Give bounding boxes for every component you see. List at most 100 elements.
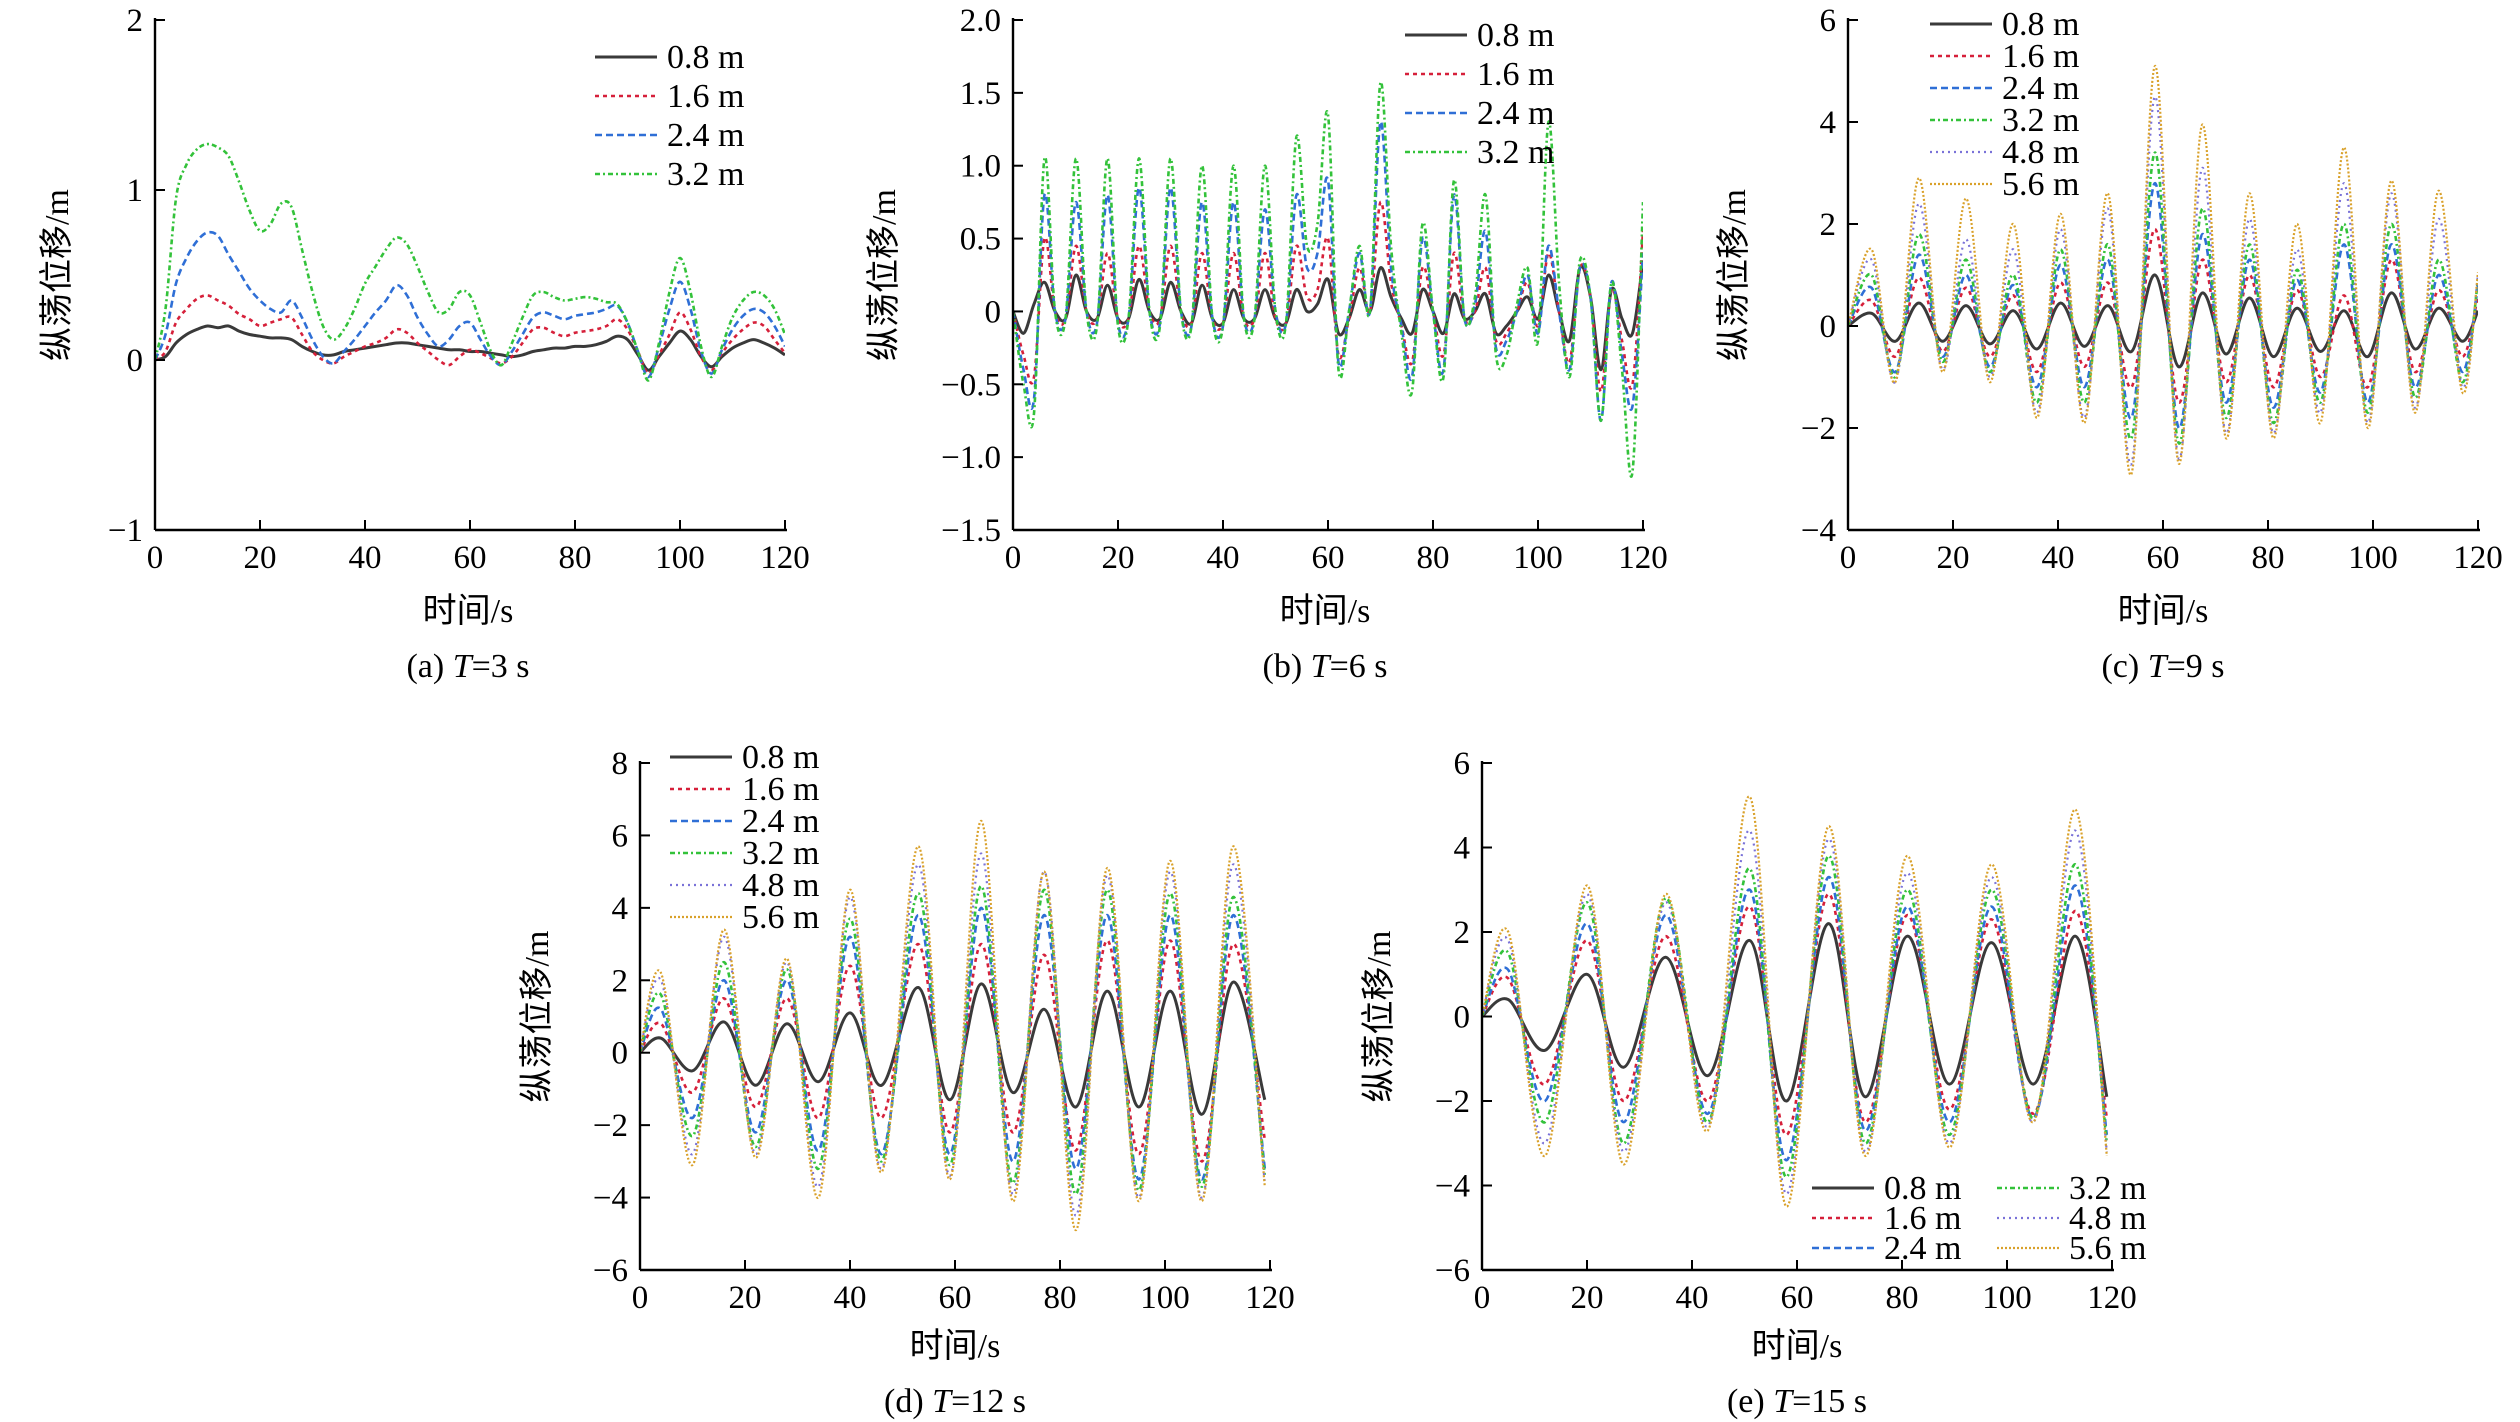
legend-label: 3.2 m [2069,1170,2146,1207]
x-tick-label: 80 [1044,1280,1077,1316]
x-tick-label: 0 [1474,1280,1491,1316]
legend-label: 1.6 m [1477,56,1554,93]
x-tick-label: 80 [559,540,592,576]
series-line-5.6m [1848,64,2478,476]
y-tick-label: 1.5 [960,76,1001,112]
y-tick-label: 4 [1820,105,1837,141]
x-tick-label: 60 [939,1280,972,1316]
legend-label: 3.2 m [2002,102,2079,139]
y-tick-label: 0 [1454,1000,1471,1036]
chart-panel-c: 0 20 40 60 80 100 120 −4 −2 0 2 4 6 时间/s 纵荡位移/m (c) T=9… [1715,3,2503,685]
x-tick-label: 100 [1513,540,1563,576]
x-tick-label: 20 [729,1280,762,1316]
y-axis-label: 纵荡位移/m [1715,189,1753,361]
x-tick-label: 60 [1781,1280,1814,1316]
y-tick-label: 8 [612,746,629,782]
legend: 0.8 m1.6 m2.4 m3.2 m [1405,17,1554,171]
y-axis-label: 纵荡位移/m [1360,931,1398,1103]
series-line-2.4m [155,230,785,379]
legend-label: 0.8 m [2002,6,2079,43]
y-tick-label: 2 [1454,915,1471,951]
x-tick-label: 120 [1618,540,1668,576]
y-tick-label: 0 [127,343,144,379]
x-tick-label: 0 [147,540,164,576]
series-line-1.6m [640,939,1267,1163]
series-line-0.8m [1848,273,2478,369]
x-tick-label: 20 [1102,540,1135,576]
legend-label: 5.6 m [2002,166,2079,203]
series-line-1.6m [1013,200,1643,393]
legend-label: 1.6 m [1884,1200,1961,1237]
legend: 0.8 m1.6 m2.4 m3.2 m4.8 m5.6 m [1812,1170,2146,1267]
legend-label: 0.8 m [742,739,819,776]
legend: 0.8 m1.6 m2.4 m3.2 m [595,39,744,193]
x-tick-label: 20 [244,540,277,576]
panel-caption: (a) T=3 s [406,648,529,685]
y-axis-label: 纵荡位移/m [518,931,556,1103]
x-tick-label: 40 [834,1280,867,1316]
x-axis-label: 时间/s [910,1328,1001,1365]
x-tick-label: 120 [760,540,810,576]
chart-panel-e: 0 20 40 60 80 100 120 −6 −4 −2 0 2 4 6 时间/s 纵荡位移/m (e) T… [1360,746,2146,1420]
legend: 0.8 m1.6 m2.4 m3.2 m4.8 m5.6 m [1930,6,2079,203]
x-tick-label: 20 [1571,1280,1604,1316]
x-tick-label: 100 [655,540,705,576]
y-tick-label: −1.0 [941,440,1001,476]
x-tick-label: 40 [1207,540,1240,576]
y-tick-label: 0 [985,294,1002,330]
series-line-0.8m [155,324,785,372]
series-group [1013,81,1643,478]
y-tick-label: 1.0 [960,149,1001,185]
y-tick-label: −1.5 [941,513,1001,549]
legend-label: 3.2 m [1477,134,1554,171]
x-tick-label: 100 [2348,540,2398,576]
x-tick-label: 120 [2453,540,2503,576]
y-tick-label: −1 [108,513,143,549]
legend-label: 5.6 m [742,899,819,936]
legend-label: 2.4 m [1477,95,1554,132]
legend-label: 3.2 m [742,835,819,872]
x-tick-label: 120 [2087,1280,2137,1316]
x-tick-label: 120 [1245,1280,1295,1316]
series-line-1.6m [1848,227,2478,404]
y-tick-label: −4 [1801,513,1836,549]
legend-label: 2.4 m [1884,1230,1961,1267]
y-tick-label: −4 [593,1181,628,1217]
legend-label: 1.6 m [2002,38,2079,75]
y-tick-label: 2 [127,3,144,39]
x-tick-label: 40 [349,540,382,576]
legend-label: 2.4 m [667,117,744,154]
y-tick-label: 6 [1454,746,1471,782]
y-tick-label: 2.0 [960,3,1001,39]
y-tick-label: −6 [593,1253,628,1289]
x-tick-label: 100 [1140,1280,1190,1316]
series-line-3.2m [155,142,785,382]
x-tick-label: 0 [632,1280,649,1316]
series-group [1848,64,2478,476]
legend: 0.8 m1.6 m2.4 m3.2 m4.8 m5.6 m [670,739,819,936]
x-tick-label: 60 [2147,540,2180,576]
x-tick-label: 80 [1886,1280,1919,1316]
legend-label: 1.6 m [667,78,744,115]
legend-label: 4.8 m [2069,1200,2146,1237]
panel-caption: (b) T=6 s [1263,648,1388,685]
legend-label: 0.8 m [667,39,744,76]
chart-panel-b: 0 20 40 60 80 100 120 −1.5 −1.0 −0.5 0 0.5 1.0 1.5 2.0… [865,3,1668,685]
panel-caption: (d) T=12 s [884,1383,1026,1420]
legend-label: 4.8 m [742,867,819,904]
x-tick-label: 100 [1982,1280,2032,1316]
x-tick-label: 20 [1937,540,1970,576]
series-line-2.4m [640,906,1267,1181]
series-group [1482,795,2109,1208]
series-line-3.2m [1013,81,1643,478]
y-tick-label: 2 [1820,207,1837,243]
x-axis-label: 时间/s [2118,593,2209,630]
y-tick-label: 2 [612,963,629,999]
y-tick-label: 6 [612,818,629,854]
panel-caption: (e) T=15 s [1727,1383,1867,1420]
legend-label: 1.6 m [742,771,819,808]
panel-caption: (c) T=9 s [2101,648,2224,685]
y-tick-label: 6 [1820,3,1837,39]
